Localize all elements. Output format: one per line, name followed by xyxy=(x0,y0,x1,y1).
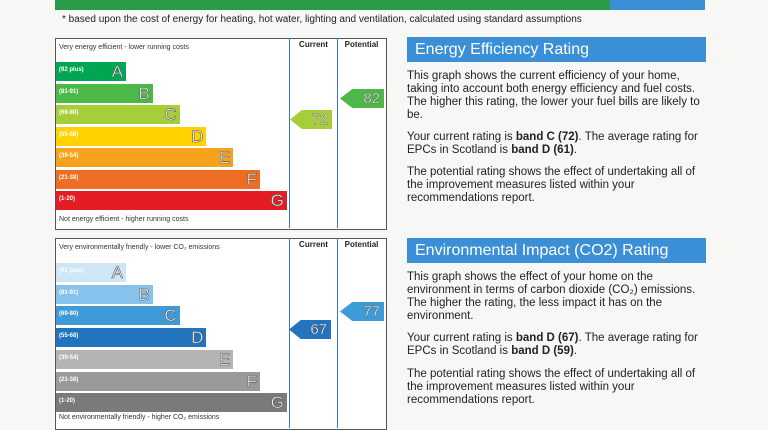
band-range: (92 plus) xyxy=(59,67,84,73)
paragraph: The potential rating shows the effect of… xyxy=(407,368,707,407)
band-letter: F xyxy=(246,169,257,189)
paragraph: This graph shows the current efficiency … xyxy=(407,70,707,122)
band-letter: G xyxy=(270,393,284,413)
text-run: . xyxy=(573,345,578,357)
band-range: (21-38) xyxy=(59,376,79,383)
text-run: band C (72) xyxy=(515,131,579,143)
top-label: Very environmentally friendly - lower CO… xyxy=(59,244,220,251)
current-rating: 67 xyxy=(289,320,331,339)
rating-band: (69-80) C xyxy=(56,105,180,124)
band-range: (92 plus) xyxy=(59,268,84,274)
top-label: Very energy efficient - lower running co… xyxy=(59,44,189,51)
text-run: band D (67) xyxy=(515,332,579,344)
rating-band: (39-54) E xyxy=(56,349,234,369)
footnote: * based upon the cost of energy for heat… xyxy=(62,14,582,25)
text-run: This graph shows the current efficiency … xyxy=(407,70,700,121)
paragraph: This graph shows the effect of your home… xyxy=(407,271,707,323)
rating-band: (21-38) F xyxy=(56,169,260,189)
rating-band: (21-38) F xyxy=(56,371,260,391)
band-letter: B xyxy=(138,284,150,304)
band-letter: G xyxy=(270,191,284,211)
rating-band: (1-20) G xyxy=(56,393,287,412)
band-letter: B xyxy=(138,83,150,103)
rating-band: (55-68) D xyxy=(56,126,207,146)
page: * based upon the cost of energy for heat… xyxy=(55,0,707,430)
rating-band: (1-20) G xyxy=(56,191,287,210)
band-letter: F xyxy=(246,371,257,391)
band-letter: E xyxy=(218,349,231,369)
text-run: Your current rating is xyxy=(407,332,516,344)
band-letter: C xyxy=(164,105,177,125)
band-letter: A xyxy=(111,62,123,82)
text-run: . xyxy=(573,144,578,156)
paragraph: Your current rating is band D (67). The … xyxy=(407,332,707,358)
band-range: (1-20) xyxy=(59,196,76,202)
info-banner xyxy=(610,0,705,10)
text-run: The potential rating shows the effect of… xyxy=(407,368,696,406)
rating-band: (55-68) D xyxy=(56,328,207,348)
rating-band: (92 plus) A xyxy=(56,62,126,81)
paragraph: Your current rating is band C (72). The … xyxy=(407,131,707,157)
text-run: . The average rating for EPCs in Scotlan… xyxy=(407,332,698,357)
text-run: This graph shows the effect of your home… xyxy=(407,271,696,322)
band-range: (21-38) xyxy=(59,174,79,181)
text-run: Your current rating is xyxy=(407,131,516,143)
text-run: The potential rating shows the effect of… xyxy=(407,166,696,204)
band-range: (39-54) xyxy=(59,354,79,361)
band-range: (69-80) xyxy=(59,110,79,116)
band-letter: D xyxy=(191,328,204,348)
savings-banner xyxy=(55,0,705,10)
column-divider xyxy=(289,238,290,428)
bottom-label: Not energy efficient - higher running co… xyxy=(59,216,189,223)
rating-band: (69-80) C xyxy=(56,306,180,326)
band-range: (39-54) xyxy=(59,153,79,159)
band-range: (69-80) xyxy=(59,311,79,318)
band-range: (81-91) xyxy=(59,289,79,296)
text-run: . The average rating for EPCs in Scotlan… xyxy=(407,131,698,156)
band-letter: A xyxy=(111,263,123,283)
bottom-label: Not environmentally friendly - higher CO… xyxy=(59,414,220,421)
potential-rating: 77 xyxy=(340,302,384,321)
text-run: band D (59) xyxy=(511,345,574,357)
column-header: Potential xyxy=(344,240,379,249)
band-range: (55-68) xyxy=(59,131,79,138)
band-range: (81-91) xyxy=(59,88,79,95)
column-header: Potential xyxy=(344,40,379,49)
column-divider xyxy=(337,238,338,428)
rating-band: (92 plus) A xyxy=(56,263,126,282)
column-header: Current xyxy=(299,240,328,249)
potential-rating: 82 xyxy=(340,89,384,108)
section-title: Energy Efficiency Rating xyxy=(407,37,706,62)
section-title: Environmental Impact (CO2) Rating xyxy=(407,238,706,263)
paragraph: The potential rating shows the effect of… xyxy=(407,166,707,205)
current-rating: 72 xyxy=(290,110,332,129)
column-header: Current xyxy=(299,40,328,49)
rating-band: (81-91) B xyxy=(56,284,153,304)
band-range: (1-20) xyxy=(59,398,76,405)
column-divider xyxy=(337,38,338,228)
band-letter: D xyxy=(191,126,204,146)
rating-band: (39-54) E xyxy=(56,148,234,168)
rating-band: (81-91) B xyxy=(56,83,153,103)
band-letter: C xyxy=(164,306,177,326)
column-divider xyxy=(289,38,290,228)
text-run: band D (61) xyxy=(511,144,574,156)
band-letter: E xyxy=(218,148,231,168)
band-range: (55-68) xyxy=(59,333,79,340)
